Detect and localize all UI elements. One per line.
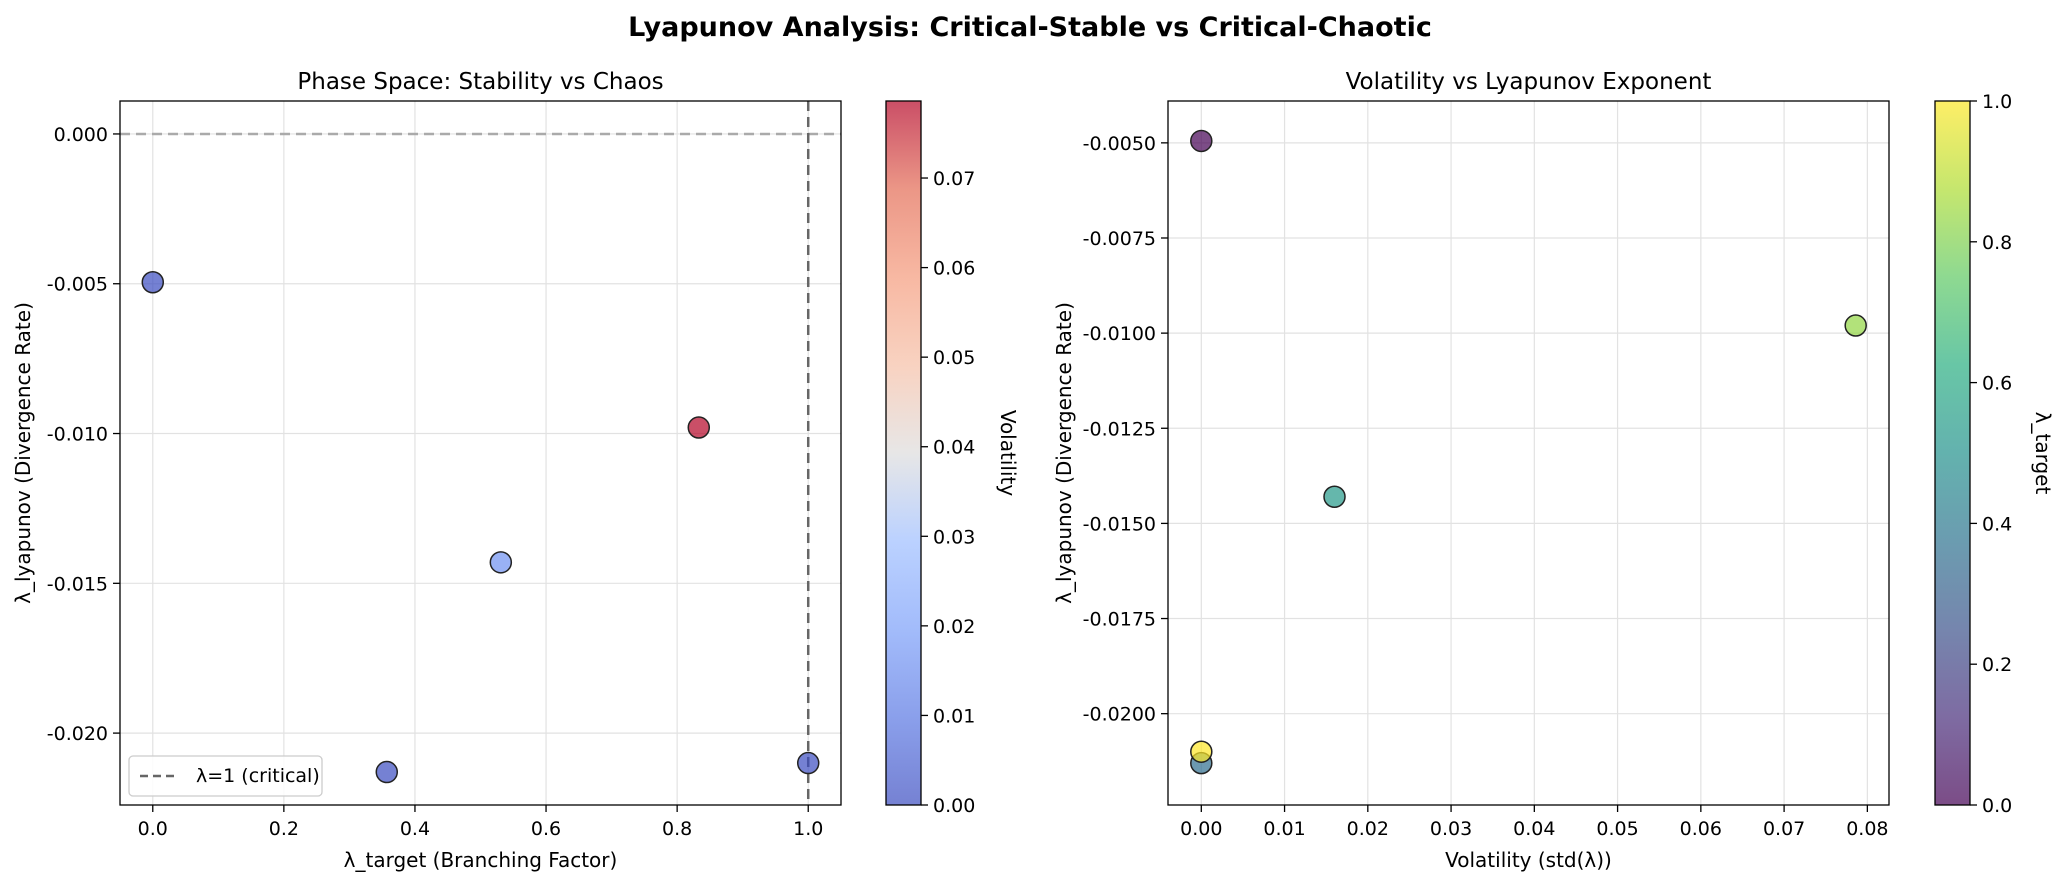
y-tick-label: 0.000: [54, 124, 108, 146]
y-tick-label: -0.0200: [1083, 704, 1156, 726]
colorbar-tick-label: 0.8: [1982, 232, 2012, 254]
y-tick-label: -0.010: [47, 424, 108, 446]
colorbar-tick-label: 0.6: [1982, 373, 2012, 395]
grid: [120, 101, 841, 805]
legend-box: [128, 755, 323, 797]
y-axis-ticks: 0.000 -0.005 -0.010 -0.015 -0.020: [47, 124, 120, 745]
x-axis-ticks: 0.00 0.01 0.02 0.03 0.04 0.05 0.06 0.07 0.08: [1180, 805, 1889, 840]
y-tick-label: -0.0050: [1083, 133, 1156, 155]
chart-title: Volatility vs Lyapunov Exponent: [1346, 69, 1712, 95]
x-tick-label: 0.02: [1347, 818, 1389, 840]
grid: [1168, 101, 1889, 805]
x-axis-label: λ_target (Branching Factor): [344, 848, 618, 872]
x-tick-label: 0.04: [1513, 818, 1555, 840]
colorbar-tick-label: 0.00: [933, 795, 975, 817]
colorbar-ticks: 0.0 0.2 0.4 0.6 0.8 1.0: [1970, 91, 2012, 817]
colorbar-tick-label: 0.0: [1982, 795, 2012, 817]
colorbar-ticks: 0.00 0.01 0.02 0.03 0.04 0.05 0.06 0.07: [921, 168, 975, 817]
x-tick-label: 0.05: [1596, 818, 1638, 840]
y-tick-label: -0.0175: [1083, 609, 1156, 631]
colorbar-tick-label: 0.01: [933, 705, 975, 727]
data-points: [141, 270, 820, 784]
chart-volatility-vs-lyapunov: 0.00 0.01 0.02 0.03 0.04 0.05 0.06 0.07 0.08 -0.…: [1052, 69, 2055, 872]
data-point: [141, 270, 165, 294]
colorbar-tick-label: 0.06: [933, 258, 975, 280]
x-tick-label: 0.00: [1180, 818, 1222, 840]
y-tick-label: -0.015: [47, 573, 108, 595]
y-tick-label: -0.0075: [1083, 228, 1156, 250]
x-tick-label: 0.07: [1763, 818, 1805, 840]
colorbar-tick-label: 0.05: [933, 347, 975, 369]
y-tick-label: -0.005: [47, 274, 108, 296]
x-tick-label: 0.6: [531, 818, 561, 840]
x-tick-label: 0.08: [1846, 818, 1888, 840]
colorbar-tick-label: 0.04: [933, 437, 975, 459]
y-axis-label: λ_lyapunov (Divergence Rate): [11, 302, 35, 604]
y-tick-label: -0.0150: [1083, 513, 1156, 535]
data-point: [375, 760, 399, 784]
x-axis-ticks: 0.0 0.2 0.4 0.6 0.8 1.0: [138, 805, 823, 840]
data-point: [489, 551, 513, 574]
colorbar-label: Volatility: [996, 410, 1020, 497]
data-point: [1323, 485, 1346, 509]
colorbar-frame: [885, 100, 922, 806]
reference-lines: [120, 101, 841, 805]
x-tick-label: 0.03: [1430, 818, 1472, 840]
chart-phase-space: 0.0 0.2 0.4 0.6 0.8 1.0 0.000 -0.005 -0.010 -0.0…: [11, 69, 1020, 872]
y-axis-ticks: -0.0050 -0.0075 -0.0100 -0.0125 -0.0150 -0.01…: [1083, 133, 1168, 726]
colorbar-tick-label: 0.02: [933, 616, 975, 638]
y-tick-label: -0.020: [47, 723, 108, 745]
y-tick-label: -0.0125: [1083, 418, 1156, 440]
colorbar-tick-label: 1.0: [1982, 91, 2012, 113]
x-tick-label: 0.0: [138, 818, 168, 840]
colorbar-volatility: 0.00 0.01 0.02 0.03 0.04 0.05 0.06 0.07 Volatil…: [885, 100, 1020, 817]
y-tick-label: -0.0100: [1083, 323, 1156, 345]
x-tick-label: 0.01: [1263, 818, 1305, 840]
colorbar-gradient: [886, 101, 921, 805]
data-point: [796, 751, 820, 775]
colorbar-tick-label: 0.03: [933, 526, 975, 548]
colorbar-tick-label: 0.07: [933, 168, 975, 190]
data-point: [1190, 740, 1213, 763]
colorbar-label: λ_target: [2031, 412, 2055, 495]
colorbar-frame: [1934, 100, 1971, 806]
colorbar-lambda-target: 0.0 0.2 0.4 0.6 0.8 1.0 λ_target: [1934, 91, 2055, 817]
x-tick-label: 0.06: [1680, 818, 1722, 840]
figure-suptitle: Lyapunov Analysis: Critical-Stable vs Cr…: [628, 12, 1432, 43]
data-points: [1190, 129, 1867, 775]
x-axis-label: Volatility (std(λ)): [1445, 848, 1612, 872]
x-tick-label: 0.8: [662, 818, 692, 840]
colorbar-gradient: [1935, 101, 1970, 805]
chart-title: Phase Space: Stability vs Chaos: [297, 69, 663, 95]
x-tick-label: 0.4: [400, 818, 430, 840]
data-point: [1844, 314, 1867, 337]
plot-frame: [1167, 100, 1890, 806]
legend: λ=1 (critical): [128, 755, 323, 797]
colorbar-tick-label: 0.4: [1982, 513, 2012, 535]
data-point: [1190, 129, 1213, 153]
data-point: [687, 416, 711, 439]
colorbar-tick-label: 0.2: [1982, 654, 2012, 676]
y-axis-label: λ_lyapunov (Divergence Rate): [1052, 302, 1076, 604]
legend-entry-critical: λ=1 (critical): [196, 765, 320, 787]
plot-frame: [119, 100, 842, 806]
x-tick-label: 0.2: [269, 818, 299, 840]
x-tick-label: 1.0: [793, 818, 823, 840]
